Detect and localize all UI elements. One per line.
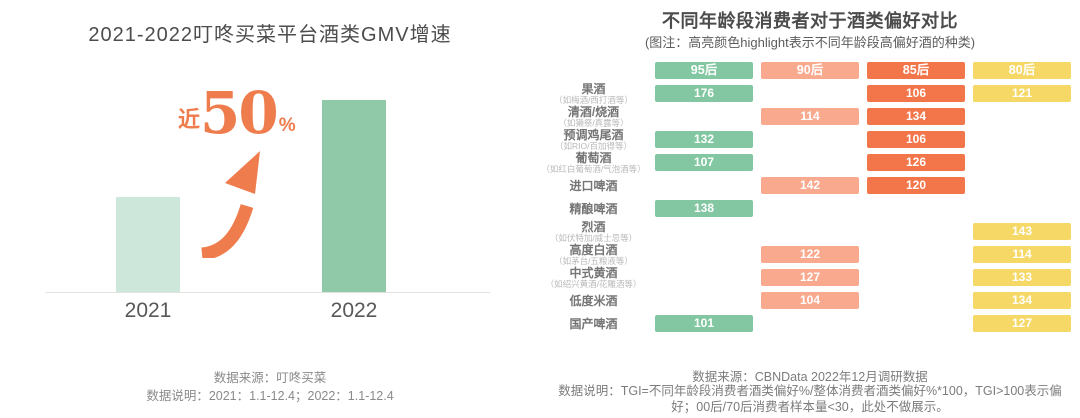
right-chart-title: 不同年龄段消费者对于酒类偏好对比 [662,11,958,31]
empty-cell [655,246,753,263]
empty-cell [761,315,859,332]
left-data-note: 数据说明：2021：1.1-12.4；2022：1.1-12.4 [146,389,394,403]
drink-name: 预调鸡尾酒 [563,127,624,142]
empty-cell [655,292,753,309]
empty-cell [973,108,1071,125]
drink-name: 中式黄酒 [569,265,618,280]
empty-cell [867,292,965,309]
tgi-cell: 106 [867,131,965,148]
bar-2021 [116,197,180,293]
tgi-cell: 127 [973,315,1071,332]
growth-annotation: 近 50 % [178,84,296,142]
drink-examples: （如梅酒/西打酒等） [554,94,633,105]
tgi-cell: 106 [867,85,965,102]
tgi-cell: 132 [655,131,753,148]
up-arrow-icon [200,151,260,258]
drink-examples: （如伏特加/威士忌等） [549,232,638,243]
tgi-cell: 127 [761,269,859,286]
tgi-cell: 133 [973,269,1071,286]
column-header-95后: 95后 [655,62,753,79]
empty-cell [655,269,753,286]
row-label: 高度白酒 （如茅台/五粮液等） [540,242,647,266]
drink-name: 国产啤酒 [569,316,618,331]
row-label: 国产啤酒 [540,315,647,332]
left-chart-title: 2021-2022叮咚买菜平台酒类GMV增速 [88,24,452,46]
tgi-cell: 120 [867,177,965,194]
drink-name: 高度白酒 [569,242,618,257]
drink-examples: （如RIO/百加得等） [555,140,632,151]
empty-cell [761,200,859,217]
tgi-cell: 176 [655,85,753,102]
empty-cell [761,131,859,148]
empty-cell [761,85,859,102]
empty-cell [867,246,965,263]
row-label: 进口啤酒 [540,177,647,194]
bar-2022 [322,100,386,293]
tgi-cell: 114 [761,108,859,125]
empty-cell [867,200,965,217]
right-data-note: 数据说明：TGI=不同年龄段消费者酒类偏好%/整体消费者酒类偏好%*100，TG… [558,384,1062,414]
tgi-cell: 134 [973,292,1071,309]
tgi-cell: 121 [973,85,1071,102]
drink-name: 低度米酒 [569,293,618,308]
right-chart-subtitle: (图注：高亮颜色highlight表示不同年龄段高偏好酒的种类) [644,35,976,50]
column-header-80后: 80后 [973,62,1071,79]
empty-cell [867,315,965,332]
tgi-cell: 107 [655,154,753,171]
row-label: 果酒 （如梅酒/西打酒等） [540,81,647,105]
row-label: 中式黄酒 （如绍兴黄酒/花雕酒等） [540,265,647,289]
tgi-cell: 142 [761,177,859,194]
empty-cell [973,154,1071,171]
empty-cell [655,108,753,125]
tgi-cell: 101 [655,315,753,332]
x-tick-2022: 2022 [330,299,378,322]
drink-name: 果酒 [581,81,606,96]
row-label: 预调鸡尾酒 （如RIO/百加得等） [540,127,647,151]
tgi-cell: 126 [867,154,965,171]
row-label: 清酒/烧酒 （如獭祭/真露等） [540,104,647,128]
row-label: 低度米酒 [540,292,647,309]
empty-cell [867,223,965,240]
growth-prefix: 近 [178,107,201,132]
drink-name: 葡萄酒 [575,150,612,165]
empty-cell [973,177,1071,194]
left-data-source: 数据来源：叮咚买菜 [213,371,327,385]
row-label: 烈酒 （如伏特加/威士忌等） [540,219,647,243]
tgi-cell: 143 [973,223,1071,240]
x-tick-2021: 2021 [124,299,172,322]
x-axis-line [45,292,490,293]
empty-cell [655,177,753,194]
drink-examples: （如红白葡萄酒/气泡酒等） [541,163,646,174]
empty-cell [867,269,965,286]
tgi-cell: 134 [867,108,965,125]
preference-table: 95后 90后 85后 80后 果酒 （如梅酒/西打酒等） 176 106 121 清酒/烧酒 （如… [540,62,1071,332]
drink-examples: （如獭祭/真露等） [558,117,629,128]
drink-name: 进口啤酒 [569,178,618,193]
drink-name: 精酿啤酒 [569,201,618,216]
right-data-source: 数据来源：CBNData 2022年12月调研数据 [692,370,928,384]
drink-name: 清酒/烧酒 [567,104,620,119]
empty-cell [761,154,859,171]
tgi-cell: 104 [761,292,859,309]
drink-examples: （如绍兴黄酒/花雕酒等） [545,278,642,289]
tgi-cell: 138 [655,200,753,217]
tgi-cell: 114 [973,246,1071,263]
growth-value: 50 [200,79,279,147]
column-header-85后: 85后 [867,62,965,79]
growth-suffix: % [278,115,296,136]
drink-name: 烈酒 [581,219,606,234]
empty-cell [973,131,1071,148]
column-header-90后: 90后 [761,62,859,79]
row-label: 葡萄酒 （如红白葡萄酒/气泡酒等） [540,150,647,174]
row-label: 精酿啤酒 [540,200,647,217]
table-corner-spacer [540,62,647,79]
empty-cell [973,200,1071,217]
empty-cell [655,223,753,240]
tgi-cell: 122 [761,246,859,263]
empty-cell [761,223,859,240]
drink-examples: （如茅台/五粮液等） [554,255,633,266]
